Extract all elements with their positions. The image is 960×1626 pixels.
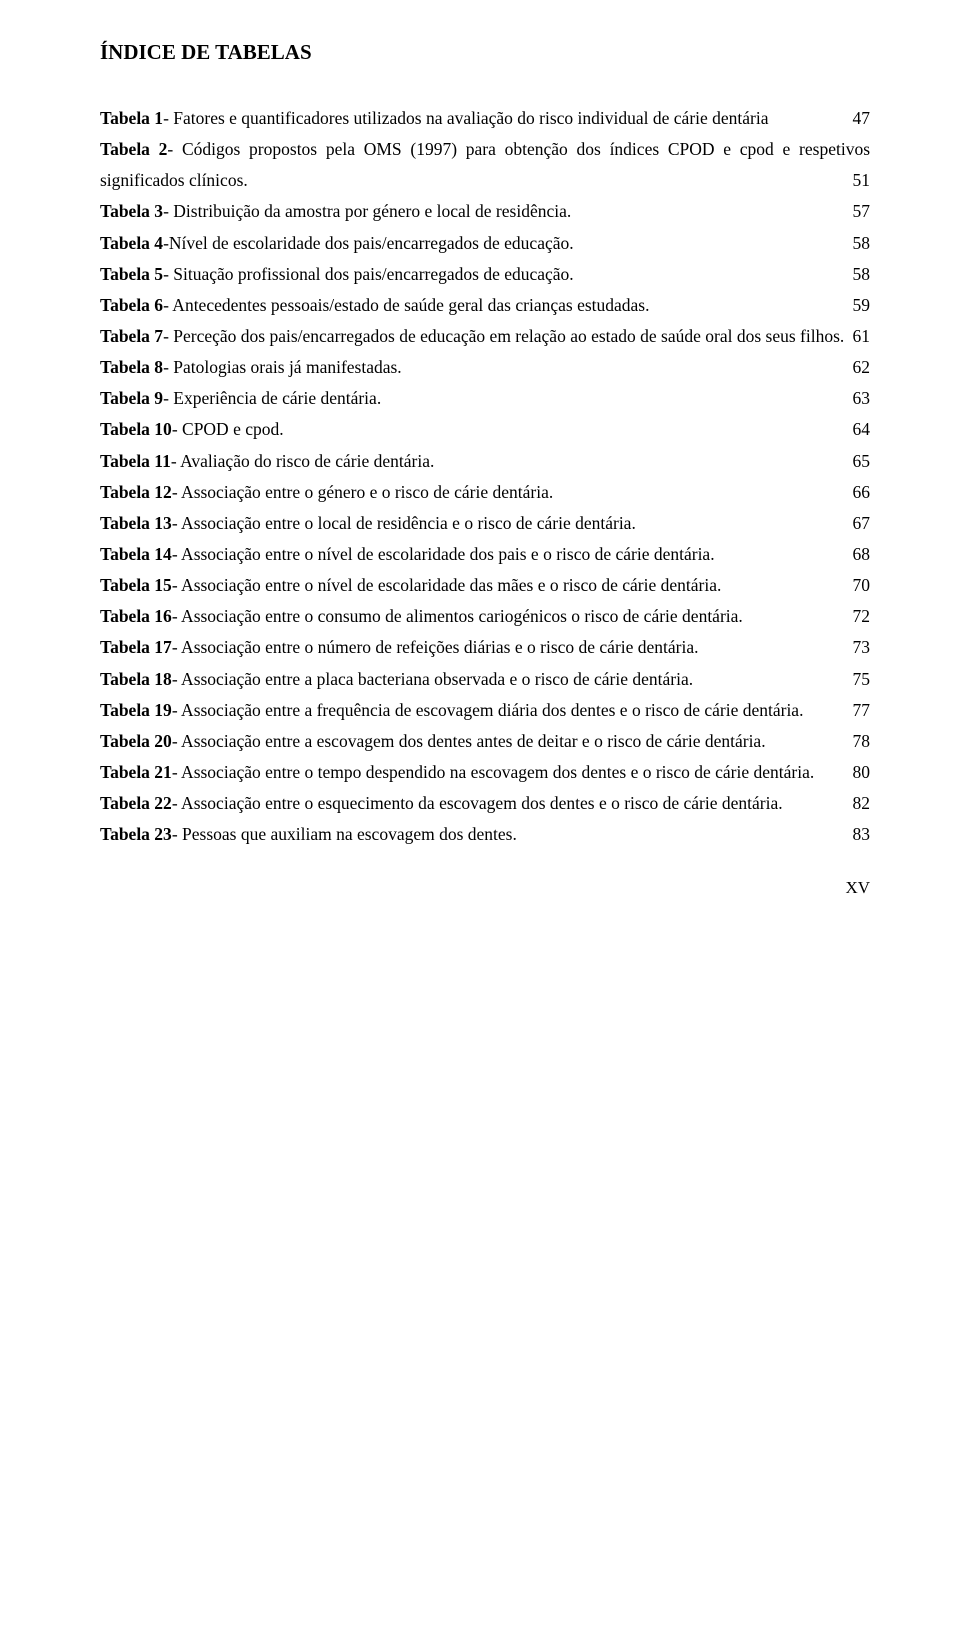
toc-entry-label: Tabela 12: [100, 482, 172, 502]
toc-entry: Tabela 13- Associação entre o local de r…: [100, 508, 870, 539]
toc-entry-text: - Associação entre o género e o risco de…: [172, 482, 553, 502]
toc-entry-page: 83: [853, 819, 871, 850]
toc-entry-label: Tabela 9: [100, 388, 163, 408]
toc-entry-text: - Associação entre a placa bacteriana ob…: [172, 669, 693, 689]
toc-entry-page: 62: [853, 352, 871, 383]
toc-entry: Tabela 18- Associação entre a placa bact…: [100, 664, 870, 695]
toc-entry-page: 70: [853, 570, 871, 601]
toc-entry-page: 75: [853, 664, 871, 695]
toc-entry-text: - Associação entre o consumo de alimento…: [172, 606, 743, 626]
toc-entry-text: - Associação entre o tempo despendido na…: [172, 762, 814, 782]
toc-entry: Tabela 11- Avaliação do risco de cárie d…: [100, 446, 870, 477]
toc-entry-label: Tabela 15: [100, 575, 172, 595]
toc-entry-page: 65: [853, 446, 871, 477]
toc-entry-text: - Pessoas que auxiliam na escovagem dos …: [172, 824, 517, 844]
toc-entry: Tabela 14- Associação entre o nível de e…: [100, 539, 870, 570]
toc-entry: Tabela 1- Fatores e quantificadores util…: [100, 103, 870, 134]
toc-entry-text: - Associação entre a frequência de escov…: [172, 700, 804, 720]
toc-entry-text: -Nível de escolaridade dos pais/encarreg…: [163, 233, 574, 253]
toc-entry: Tabela 15- Associação entre o nível de e…: [100, 570, 870, 601]
toc-entry: Tabela 12- Associação entre o género e o…: [100, 477, 870, 508]
toc-entry-label: Tabela 22: [100, 793, 172, 813]
toc-entry-label: Tabela 17: [100, 637, 172, 657]
toc-entry: Tabela 7- Perceção dos pais/encarregados…: [100, 321, 870, 352]
toc-entry-text: - Patologias orais já manifestadas.: [163, 357, 402, 377]
toc-entry-text: - Associação entre o nível de escolarida…: [172, 544, 715, 564]
toc-entry-page: 82: [853, 788, 871, 819]
toc-entry: Tabela 19- Associação entre a frequência…: [100, 695, 870, 726]
toc-entry-text: - Distribuição da amostra por género e l…: [163, 201, 571, 221]
toc-entry-label: Tabela 4: [100, 233, 163, 253]
toc-entry-page: 78: [853, 726, 871, 757]
toc-entry: Tabela 23- Pessoas que auxiliam na escov…: [100, 819, 870, 850]
toc-entry: Tabela 20- Associação entre a escovagem …: [100, 726, 870, 757]
toc-entry: Tabela 6- Antecedentes pessoais/estado d…: [100, 290, 870, 321]
toc-entry-text: - Associação entre o nível de escolarida…: [172, 575, 722, 595]
toc-entry-label: Tabela 1: [100, 108, 163, 128]
toc-entry-page: 57: [853, 196, 871, 227]
toc-entry: Tabela 3- Distribuição da amostra por gé…: [100, 196, 870, 227]
toc-entry-page: 72: [853, 601, 871, 632]
toc-entry: Tabela 16- Associação entre o consumo de…: [100, 601, 870, 632]
toc-entry-page: 58: [853, 228, 871, 259]
table-of-tables: Tabela 1- Fatores e quantificadores util…: [100, 103, 870, 850]
toc-entry-page: 47: [853, 103, 871, 134]
page-number-footer: XV: [100, 878, 870, 898]
toc-entry: Tabela 8- Patologias orais já manifestad…: [100, 352, 870, 383]
toc-entry: Tabela 9- Experiência de cárie dentária.…: [100, 383, 870, 414]
toc-entry-text: - Fatores e quantificadores utilizados n…: [163, 108, 768, 128]
toc-entry: Tabela 10- CPOD e cpod. 64: [100, 414, 870, 445]
toc-entry-page: 68: [853, 539, 871, 570]
toc-entry-label: Tabela 20: [100, 731, 172, 751]
toc-entry-page: 73: [853, 632, 871, 663]
toc-entry-text: - Associação entre o local de residência…: [172, 513, 636, 533]
toc-entry-page: 77: [853, 695, 871, 726]
toc-entry-label: Tabela 11: [100, 451, 171, 471]
toc-entry-text: - Associação entre a escovagem dos dente…: [172, 731, 766, 751]
toc-entry-page: 80: [853, 757, 871, 788]
toc-entry-page: 51: [853, 165, 871, 196]
toc-entry-label: Tabela 21: [100, 762, 172, 782]
toc-entry-text: - Antecedentes pessoais/estado de saúde …: [163, 295, 649, 315]
toc-entry-page: 66: [853, 477, 871, 508]
toc-entry-page: 63: [853, 383, 871, 414]
toc-entry-label: Tabela 2: [100, 139, 167, 159]
toc-entry-text: - Associação entre o número de refeições…: [172, 637, 699, 657]
toc-entry: Tabela 17- Associação entre o número de …: [100, 632, 870, 663]
toc-entry-label: Tabela 6: [100, 295, 163, 315]
toc-entry-text: - Avaliação do risco de cárie dentária.: [171, 451, 435, 471]
toc-entry-label: Tabela 8: [100, 357, 163, 377]
toc-entry-page: 64: [853, 414, 871, 445]
toc-entry: Tabela 22- Associação entre o esquecimen…: [100, 788, 870, 819]
toc-entry-page: 67: [853, 508, 871, 539]
toc-entry-label: Tabela 13: [100, 513, 172, 533]
toc-entry-page: 58: [853, 259, 871, 290]
toc-entry-text: - CPOD e cpod.: [172, 419, 284, 439]
toc-entry-label: Tabela 5: [100, 264, 163, 284]
toc-entry-text: - Situação profissional dos pais/encarre…: [163, 264, 574, 284]
toc-entry-text: - Códigos propostos pela OMS (1997) para…: [100, 139, 870, 190]
page-title: ÍNDICE DE TABELAS: [100, 40, 870, 65]
toc-entry-page: 61: [853, 321, 871, 352]
toc-entry: Tabela 21- Associação entre o tempo desp…: [100, 757, 870, 788]
toc-entry-label: Tabela 18: [100, 669, 172, 689]
toc-entry-page: 59: [853, 290, 871, 321]
toc-entry-text: - Associação entre o esquecimento da esc…: [172, 793, 783, 813]
toc-entry-label: Tabela 10: [100, 419, 172, 439]
toc-entry: Tabela 4-Nível de escolaridade dos pais/…: [100, 228, 870, 259]
toc-entry: Tabela 5- Situação profissional dos pais…: [100, 259, 870, 290]
toc-entry-label: Tabela 19: [100, 700, 172, 720]
toc-entry-label: Tabela 14: [100, 544, 172, 564]
toc-entry-label: Tabela 23: [100, 824, 172, 844]
toc-entry-label: Tabela 7: [100, 326, 163, 346]
toc-entry-text: - Perceção dos pais/encarregados de educ…: [163, 326, 844, 346]
toc-entry: Tabela 2- Códigos propostos pela OMS (19…: [100, 134, 870, 196]
toc-entry-label: Tabela 3: [100, 201, 163, 221]
toc-entry-label: Tabela 16: [100, 606, 172, 626]
toc-entry-text: - Experiência de cárie dentária.: [163, 388, 381, 408]
